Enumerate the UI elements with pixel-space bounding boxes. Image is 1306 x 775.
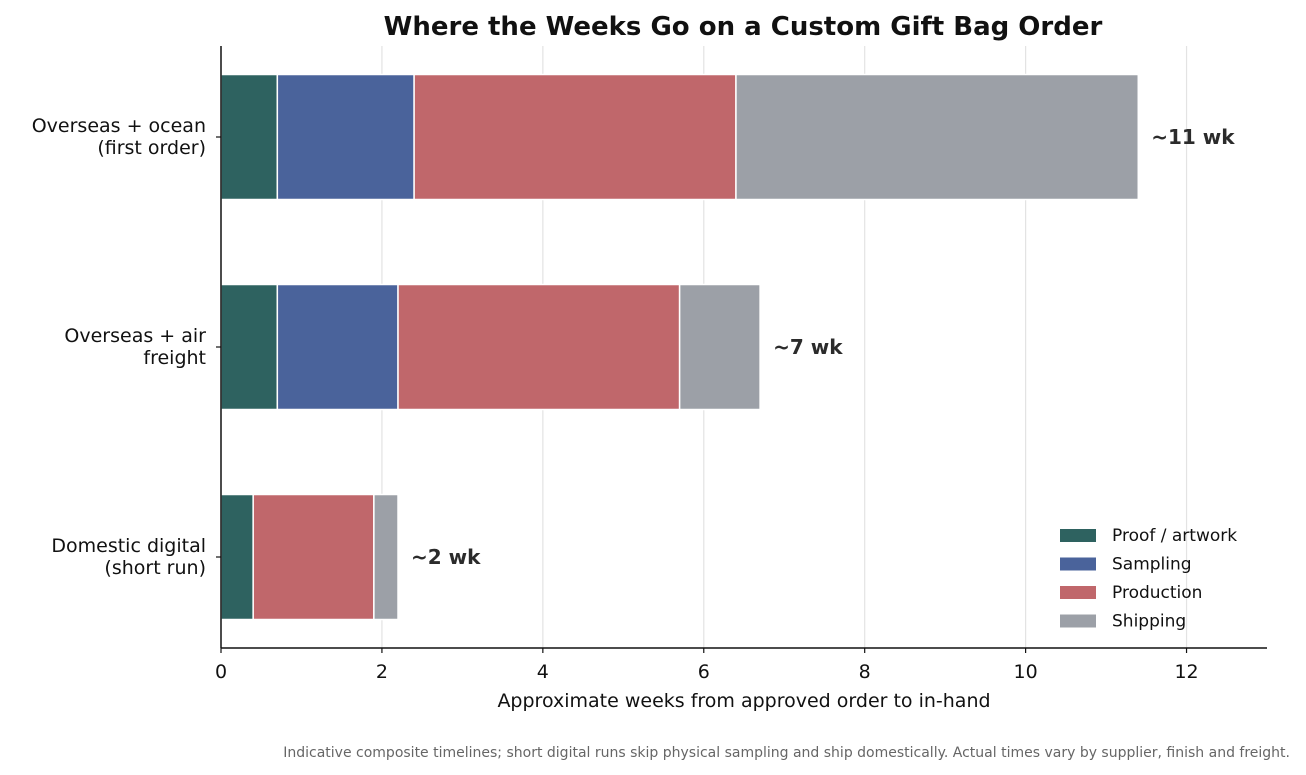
x-tick-label: 0 bbox=[215, 661, 227, 683]
bar-segment bbox=[276, 73, 415, 201]
y-tick-label: Overseas + ocean bbox=[32, 115, 206, 137]
legend-swatch bbox=[1060, 614, 1096, 628]
legend-swatch bbox=[1060, 557, 1096, 571]
legend-swatch bbox=[1060, 529, 1096, 542]
bar-segment bbox=[220, 283, 279, 411]
y-tick-label: Overseas + air bbox=[64, 325, 206, 347]
total-label: ~2 wk bbox=[411, 545, 481, 569]
x-axis-label: Approximate weeks from approved order to… bbox=[497, 690, 990, 712]
y-tick-label: Domestic digital bbox=[51, 535, 206, 557]
bar-segment bbox=[373, 493, 399, 621]
x-tick-labels: 0 2 4 6 8 10 12 bbox=[215, 648, 1199, 683]
y-tick-label: freight bbox=[143, 347, 206, 369]
bar-segment bbox=[397, 283, 681, 411]
bar-segment bbox=[678, 283, 761, 411]
bars bbox=[220, 73, 1140, 621]
x-tick-label: 6 bbox=[698, 661, 710, 683]
y-tick-label: (first order) bbox=[97, 137, 206, 159]
legend-label: Proof / artwork bbox=[1112, 526, 1237, 546]
bar-segment bbox=[252, 493, 375, 621]
chart-title: Where the Weeks Go on a Custom Gift Bag … bbox=[384, 12, 1103, 42]
y-tick-labels: Overseas + ocean(first order) Overseas + … bbox=[32, 115, 221, 579]
legend-swatch bbox=[1060, 586, 1096, 599]
x-tick-label: 12 bbox=[1174, 661, 1198, 683]
total-label: ~7 wk bbox=[773, 335, 843, 359]
total-labels: ~11 wk ~7 wk ~2 wk bbox=[411, 125, 1235, 569]
legend: Proof / artwork Sampling Production Shippin… bbox=[1060, 526, 1237, 632]
footnote: Indicative composite timelines; short di… bbox=[283, 745, 1290, 761]
bar-segment bbox=[413, 73, 737, 201]
legend-label: Shipping bbox=[1112, 612, 1186, 632]
bar-segment bbox=[220, 493, 254, 621]
x-tick-label: 2 bbox=[376, 661, 388, 683]
legend-label: Sampling bbox=[1112, 555, 1192, 575]
x-tick-label: 4 bbox=[537, 661, 549, 683]
x-tick-label: 8 bbox=[859, 661, 871, 683]
total-label: ~11 wk bbox=[1151, 125, 1235, 149]
bar-segment bbox=[220, 73, 279, 201]
bar-segment bbox=[276, 283, 399, 411]
bar-segment bbox=[735, 73, 1140, 201]
x-tick-label: 10 bbox=[1014, 661, 1038, 683]
y-tick-label: (short run) bbox=[104, 557, 206, 579]
legend-label: Production bbox=[1112, 583, 1202, 603]
